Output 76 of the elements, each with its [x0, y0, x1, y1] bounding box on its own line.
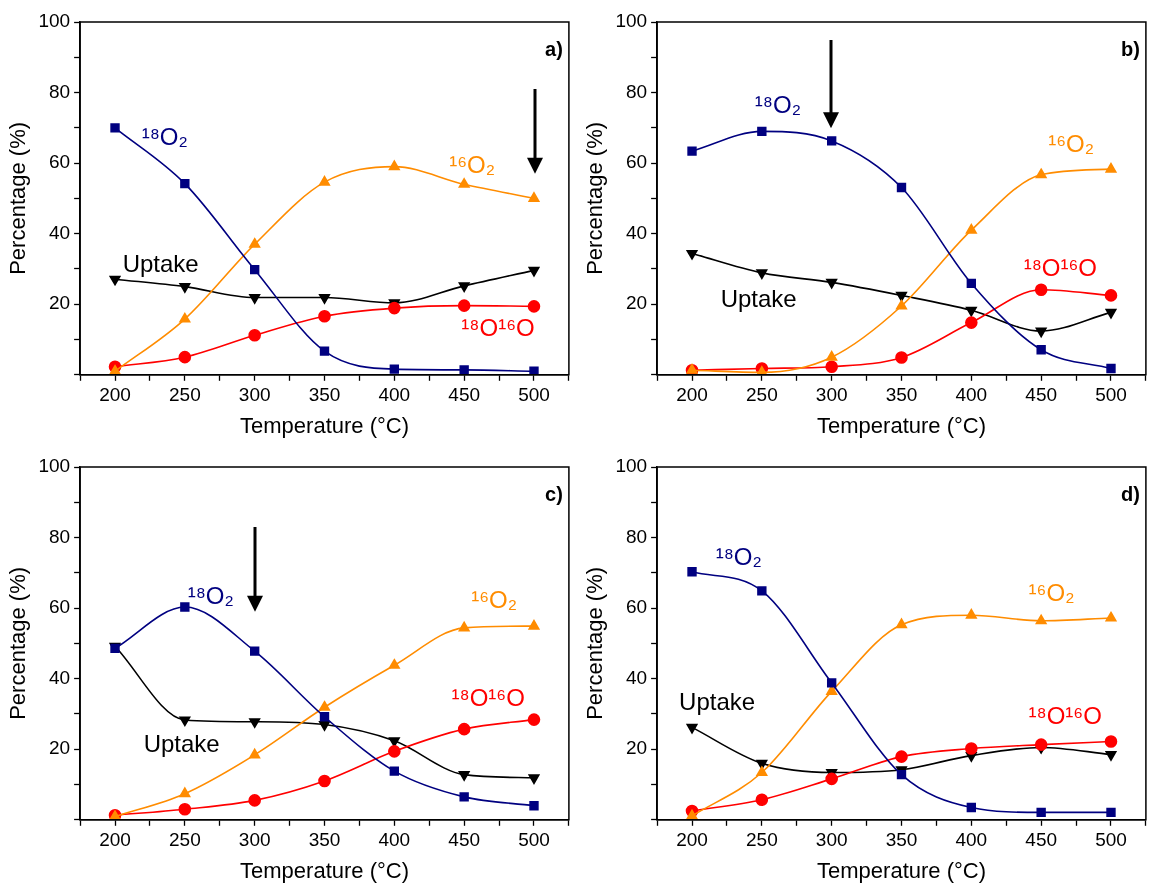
y-tick-label: 60 [48, 596, 71, 618]
text: b) [1121, 37, 1140, 60]
series-label: ¹⁸O¹⁶O [451, 684, 525, 712]
x-tick-label: 350 [308, 384, 341, 406]
y-tick-label: 80 [48, 80, 71, 102]
y-axis-title: Percentage (%) [582, 566, 608, 720]
y-tick-label: 100 [615, 455, 648, 477]
text: d) [1121, 482, 1140, 505]
x-tick-label: 350 [885, 829, 918, 851]
y-tick-label: 20 [625, 737, 648, 759]
x-tick-label: 450 [448, 829, 481, 851]
x-tick-label: 400 [955, 829, 988, 851]
y-axis-title: Percentage (%) [5, 566, 31, 720]
x-tick-label: 300 [815, 384, 848, 406]
text: a) [545, 37, 563, 60]
series-label: ¹⁸O₂ [187, 582, 234, 610]
series-label: ¹⁸O¹⁶O [461, 313, 535, 341]
y-tick-label: 100 [38, 455, 71, 477]
y-tick-label: 20 [625, 292, 648, 314]
series-label: ¹⁸O¹⁶O [1023, 253, 1098, 281]
x-tick-label: 200 [676, 384, 708, 406]
series-label: ¹⁶O₂ [471, 585, 517, 613]
y-axis-title: Percentage (%) [582, 121, 608, 275]
x-tick-label: 250 [745, 384, 778, 406]
y-tick-label: 20 [48, 292, 71, 314]
text: c) [545, 482, 563, 505]
series-label: ¹⁶O₂ [1028, 578, 1075, 606]
series-label: ¹⁸O₂ [141, 123, 188, 151]
y-tick-label: 40 [48, 221, 71, 243]
x-tick-label: 400 [378, 384, 411, 406]
series-label: ¹⁸O₂ [715, 543, 762, 571]
y-axis-title: Percentage (%) [5, 121, 31, 275]
x-tick-label: 250 [168, 829, 201, 851]
y-tick-label: 20 [48, 737, 71, 759]
x-tick-label: 500 [1095, 384, 1127, 406]
x-tick-label: 500 [518, 384, 550, 406]
y-tick-label: 60 [625, 151, 648, 173]
x-tick-label: 500 [1095, 829, 1127, 851]
y-tick-label: 40 [48, 666, 71, 688]
y-tick-label: 100 [615, 10, 648, 32]
x-tick-label: 450 [448, 384, 481, 406]
series-label: ¹⁶O₂ [1048, 130, 1094, 158]
x-tick-label: 200 [676, 829, 708, 851]
x-tick-label: 250 [745, 829, 778, 851]
x-tick-label: 200 [99, 384, 131, 406]
series-label: ¹⁶O₂ [449, 151, 495, 179]
x-tick-label: 200 [99, 829, 131, 851]
y-tick-label: 80 [48, 525, 71, 547]
x-tick-label: 300 [815, 829, 848, 851]
x-tick-label: 400 [378, 829, 411, 851]
y-tick-label: 60 [48, 151, 71, 173]
y-tick-label: 100 [38, 10, 71, 32]
y-tick-label: 40 [625, 221, 648, 243]
x-tick-label: 500 [518, 829, 550, 851]
x-tick-label: 350 [308, 829, 341, 851]
series-label: Uptake [122, 250, 199, 278]
y-tick-label: 40 [625, 666, 648, 688]
x-tick-label: 250 [168, 384, 201, 406]
series-label: ¹⁸O₂ [754, 91, 801, 119]
x-tick-label: 300 [238, 829, 271, 851]
x-tick-label: 450 [1025, 829, 1058, 851]
series-label: Uptake [679, 688, 756, 715]
y-tick-label: 80 [625, 80, 648, 102]
x-axis-title: Temperature (°C) [817, 857, 986, 883]
x-axis-title: Temperature (°C) [240, 857, 409, 883]
x-tick-label: 400 [955, 384, 988, 406]
x-axis-title: Temperature (°C) [240, 412, 409, 438]
y-tick-label: 80 [625, 525, 648, 547]
y-tick-label: 60 [625, 596, 648, 618]
x-tick-label: 350 [885, 384, 918, 406]
series-label: ¹⁸O¹⁶O [1028, 702, 1102, 730]
x-tick-label: 300 [238, 384, 271, 406]
x-axis-title: Temperature (°C) [817, 412, 986, 438]
x-tick-label: 450 [1025, 384, 1058, 406]
series-label: Uptake [720, 285, 797, 313]
series-label: Uptake [143, 730, 220, 758]
